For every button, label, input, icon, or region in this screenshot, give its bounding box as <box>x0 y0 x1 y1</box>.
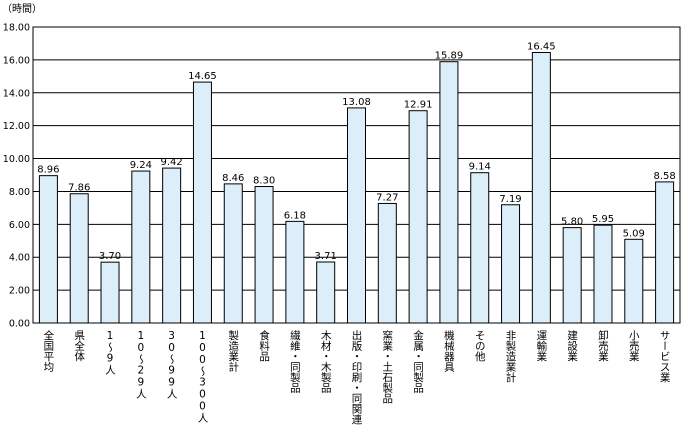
data-label: 5.09 <box>623 228 645 239</box>
data-label: 9.42 <box>161 157 183 168</box>
bar <box>347 107 366 324</box>
y-tick-label: 2.00 <box>9 286 30 297</box>
category-label: 運輸業 <box>535 330 547 362</box>
data-label: 8.58 <box>653 171 675 182</box>
data-label: 16.45 <box>527 41 556 52</box>
data-label: 5.95 <box>592 214 614 225</box>
bar <box>439 61 459 324</box>
bar <box>501 204 521 324</box>
data-label: 7.27 <box>376 192 398 203</box>
category-label: 30～99人 <box>166 330 178 399</box>
category-label: 卸売業 <box>597 329 609 362</box>
category-labels: 全国平均 県全体 1～9人 10～29人 30～99人 100～300人 製造業計 食料品 繊維… <box>42 329 670 425</box>
data-label: 8.46 <box>222 173 244 184</box>
category-label: 出版・印刷・同関連 <box>351 329 363 425</box>
category-label: 100～300人 <box>196 330 208 423</box>
y-tick-label: 14.00 <box>3 88 30 99</box>
category-label: 県全体 <box>73 330 85 362</box>
category-label: 木材・木製品 <box>320 330 332 394</box>
y-tick-label: 16.00 <box>3 55 30 66</box>
data-labels: 8.96 7.86 3.70 9.24 9.42 14.65 8.46 8.30 6.18 3.7… <box>37 41 675 262</box>
data-label: 9.14 <box>469 162 491 173</box>
data-label: 13.08 <box>342 97 371 108</box>
category-label: 食料品 <box>258 329 270 362</box>
y-tick-label: 0.00 <box>9 319 30 330</box>
y-tick-label: 10.00 <box>3 154 30 165</box>
bar <box>593 224 613 324</box>
bars <box>38 51 675 324</box>
bar <box>470 172 490 324</box>
category-label: 金属・同製品 <box>412 329 424 394</box>
category-label: 繊維・同製品 <box>289 329 301 394</box>
category-label: 製造業計 <box>227 329 239 373</box>
category-label: 窯業・土石製品 <box>381 329 393 404</box>
y-tick-label: 8.00 <box>9 187 30 198</box>
plot-area-frame <box>32 26 681 324</box>
data-label: 12.91 <box>404 100 433 111</box>
data-label: 7.86 <box>68 183 90 194</box>
bar <box>162 167 182 324</box>
data-label: 5.80 <box>561 217 583 228</box>
data-label: 8.30 <box>253 176 275 187</box>
data-label: 14.65 <box>188 71 217 82</box>
bar <box>69 193 89 324</box>
data-label: 15.89 <box>435 51 464 62</box>
bar <box>531 51 551 324</box>
y-tick-label: 4.00 <box>9 253 30 264</box>
bar <box>38 175 58 324</box>
category-label: 1～9人 <box>104 330 116 375</box>
data-label: 7.19 <box>499 194 521 205</box>
data-label: 8.96 <box>37 165 59 176</box>
data-label: 3.70 <box>99 251 121 262</box>
category-label: サービス業 <box>659 330 671 383</box>
bar <box>285 220 305 324</box>
category-label: その他 <box>474 330 486 362</box>
y-tick-label: 6.00 <box>9 220 30 231</box>
category-label: 建設業 <box>566 329 578 362</box>
category-label: 全国平均 <box>42 329 54 373</box>
bar <box>100 261 120 324</box>
y-axis-ticks: 0.00 2.00 4.00 6.00 8.00 10.00 12.00 14.00 16.00… <box>3 23 30 330</box>
y-axis-unit-label: （時間） <box>2 3 42 15</box>
y-tick-label: 12.00 <box>3 121 30 132</box>
category-label: 10～29人 <box>135 330 147 399</box>
y-tick-label: 18.00 <box>3 23 30 34</box>
bar <box>223 183 243 324</box>
bar <box>316 261 336 324</box>
bar <box>377 202 397 324</box>
bar <box>655 181 675 324</box>
bar <box>408 110 428 324</box>
data-label: 3.71 <box>315 251 337 262</box>
bar <box>624 238 644 324</box>
bar <box>131 170 151 324</box>
bar <box>192 81 212 324</box>
category-label: 非製造業計 <box>505 330 517 383</box>
bar <box>562 227 582 324</box>
category-label: 小売業 <box>628 330 640 362</box>
category-label: 機械器具 <box>443 329 455 373</box>
data-label: 9.24 <box>130 160 152 171</box>
data-label: 6.18 <box>284 210 306 221</box>
bar <box>254 186 274 324</box>
